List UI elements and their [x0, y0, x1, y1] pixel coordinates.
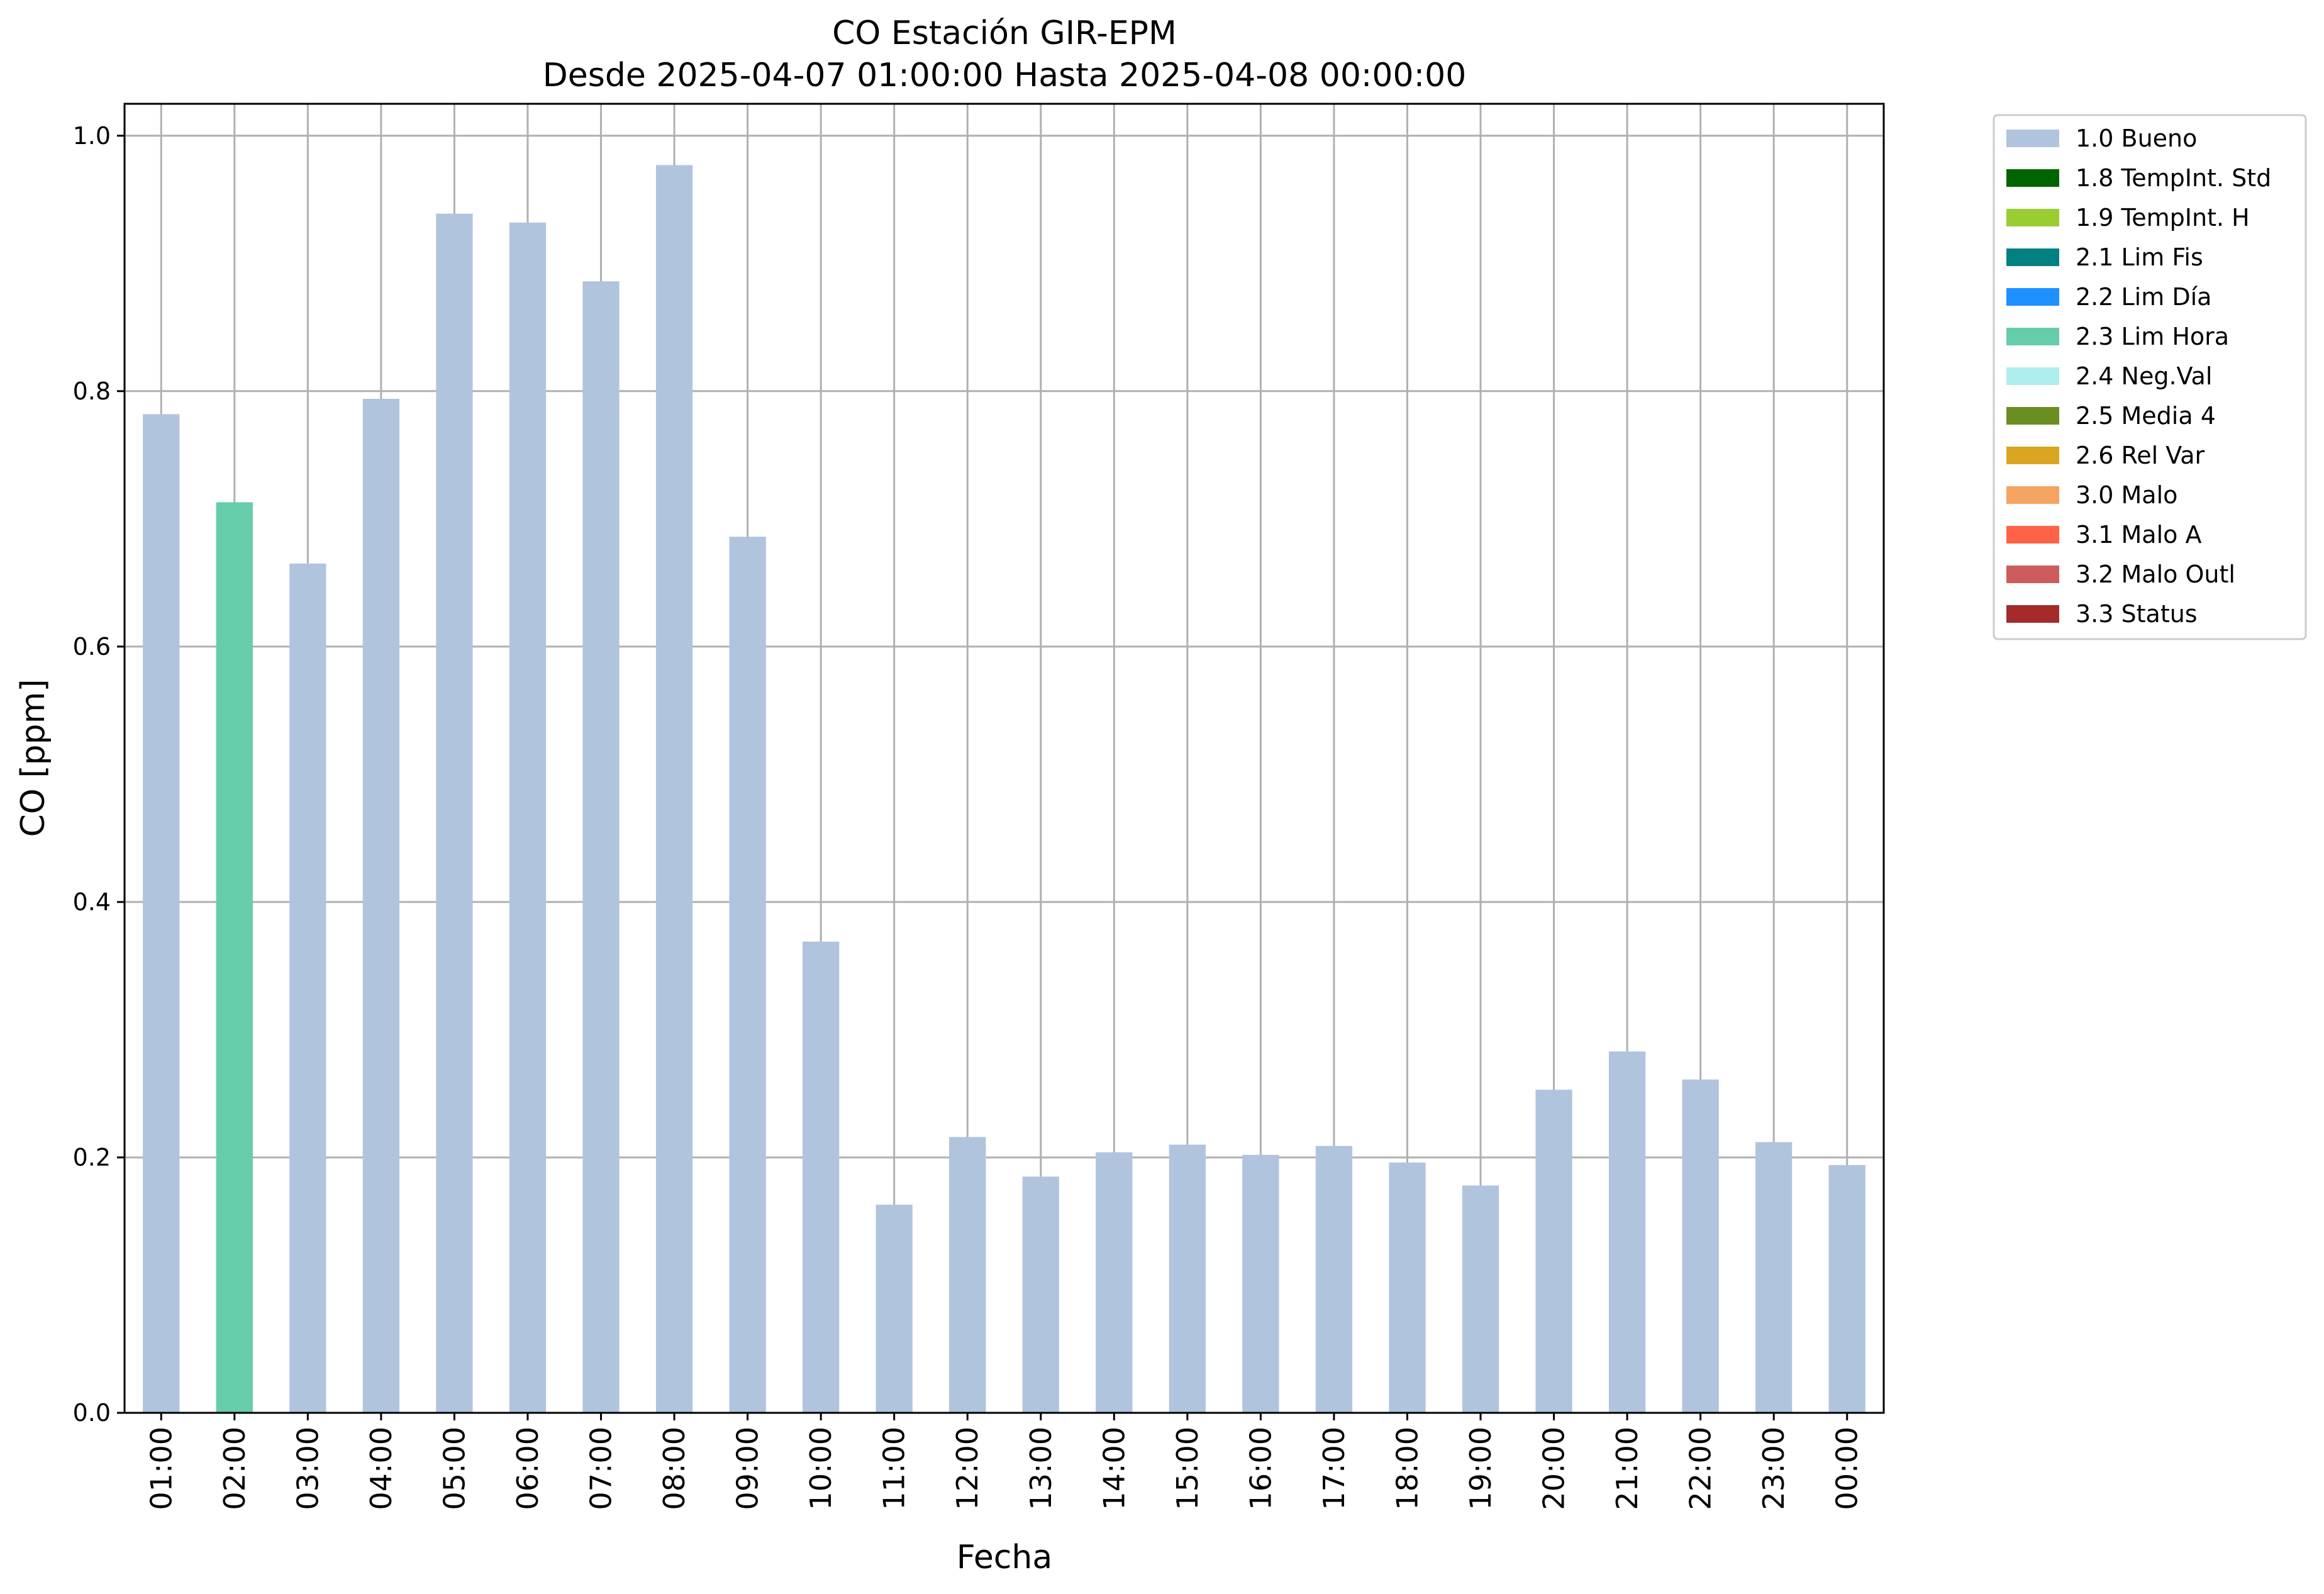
x-tick-label: 22:00 [1684, 1427, 1718, 1510]
bars [143, 165, 1865, 1413]
bar [1389, 1162, 1426, 1413]
plot-frame [123, 103, 1885, 1414]
legend-item-label: 2.1 Lim Fis [2076, 243, 2203, 271]
bar [1022, 1176, 1059, 1413]
x-tick-label: 23:00 [1757, 1427, 1791, 1510]
bar [729, 537, 766, 1413]
chart-title: CO Estación GIR-EPM [832, 14, 1177, 52]
bar [1682, 1079, 1719, 1413]
x-tick-label: 12:00 [950, 1427, 984, 1510]
bar [876, 1205, 913, 1413]
bar [1608, 1051, 1646, 1413]
legend-swatch [2006, 407, 2059, 425]
bar [216, 502, 253, 1413]
y-tick-label: 0.0 [73, 1399, 111, 1427]
x-tick-label: 07:00 [584, 1427, 618, 1510]
y-tick-label: 0.6 [73, 633, 111, 660]
y-tick-label: 0.2 [73, 1144, 111, 1171]
x-tick-label: 19:00 [1464, 1427, 1498, 1510]
x-tick-label: 20:00 [1537, 1427, 1571, 1510]
bar [1828, 1165, 1865, 1413]
legend-item-label: 1.9 TempInt. H [2076, 204, 2250, 231]
legend-box [1993, 114, 2307, 640]
x-tick-label: 09:00 [731, 1427, 765, 1510]
legend-item-label: 3.0 Malo [2076, 481, 2177, 509]
legend-item-label: 3.3 Status [2076, 600, 2198, 628]
legend-item-label: 3.2 Malo Outl [2076, 560, 2235, 588]
x-tick-label: 02:00 [218, 1427, 252, 1510]
x-tick-label: 05:00 [437, 1427, 471, 1510]
x-tick-label: 10:00 [804, 1427, 838, 1510]
x-axis: 01:00 02:00 03:00 04:00 05:00 06:00 07:00 08:00… [144, 1413, 1864, 1510]
bar [509, 222, 547, 1413]
legend-swatch [2006, 486, 2059, 504]
x-tick-label: 08:00 [657, 1427, 691, 1510]
bar [1755, 1142, 1793, 1413]
x-axis-label: Fecha [957, 1539, 1052, 1576]
x-tick-label: 00:00 [1830, 1427, 1864, 1510]
x-tick-label: 21:00 [1610, 1427, 1644, 1510]
legend-swatch [2006, 248, 2059, 266]
x-tick-label: 01:00 [144, 1427, 178, 1510]
legend-item-label: 2.2 Lim Día [2076, 283, 2211, 311]
legend-item-label: 2.3 Lim Hora [2076, 323, 2229, 350]
bar [1462, 1185, 1499, 1413]
x-tick-label: 06:00 [511, 1427, 545, 1510]
legend-item-label: 1.8 TempInt. Std [2076, 164, 2271, 192]
x-tick-label: 15:00 [1170, 1427, 1204, 1510]
legend-swatch [2006, 169, 2059, 187]
bar [289, 563, 326, 1413]
legend-swatch [2006, 447, 2059, 464]
bar [1535, 1090, 1572, 1413]
x-tick-label: 17:00 [1317, 1427, 1351, 1510]
x-tick-label: 16:00 [1243, 1427, 1277, 1510]
bar [582, 281, 620, 1413]
legend-swatch [2006, 605, 2059, 623]
y-tick-label: 0.4 [73, 888, 111, 916]
chart-subtitle: Desde 2025-04-07 01:00:00 Hasta 2025-04-… [543, 57, 1467, 94]
y-tick-label: 1.0 [73, 122, 111, 150]
x-tick-label: 03:00 [291, 1427, 325, 1510]
bar [1315, 1145, 1353, 1413]
y-tick-label: 0.8 [73, 377, 111, 405]
legend-swatch [2006, 130, 2059, 147]
legend-swatch [2006, 566, 2059, 583]
bar [655, 165, 693, 1413]
bar [949, 1137, 986, 1413]
bar [436, 213, 473, 1413]
bar [803, 941, 840, 1413]
bar [143, 414, 180, 1413]
bar [1096, 1152, 1133, 1413]
legend-swatch [2006, 367, 2059, 385]
legend-item-label: 2.6 Rel Var [2076, 442, 2205, 469]
x-tick-label: 11:00 [877, 1427, 911, 1510]
legend: 1.0 Bueno 1.8 TempInt. Std 1.9 TempInt. H 2… [1993, 114, 2307, 640]
bar [1242, 1154, 1279, 1413]
legend-item-label: 2.4 Neg.Val [2076, 362, 2212, 390]
legend-swatch [2006, 328, 2059, 345]
bar [1169, 1144, 1206, 1413]
legend-swatch [2006, 209, 2059, 226]
legend-item-label: 2.5 Media 4 [2076, 402, 2216, 430]
bar [362, 398, 400, 1413]
y-axis: 0.0 0.2 0.4 0.6 0.8 1.0 [73, 122, 125, 1427]
x-tick-label: 18:00 [1390, 1427, 1424, 1510]
y-axis-label: CO [ppm] [14, 679, 52, 837]
legend-item-label: 1.0 Bueno [2076, 125, 2197, 152]
legend-swatch [2006, 526, 2059, 543]
legend-item-label: 3.1 Malo A [2076, 521, 2201, 549]
x-tick-label: 04:00 [364, 1427, 398, 1510]
legend-swatch [2006, 288, 2059, 306]
x-tick-label: 13:00 [1024, 1427, 1058, 1510]
x-tick-label: 14:00 [1097, 1427, 1131, 1510]
